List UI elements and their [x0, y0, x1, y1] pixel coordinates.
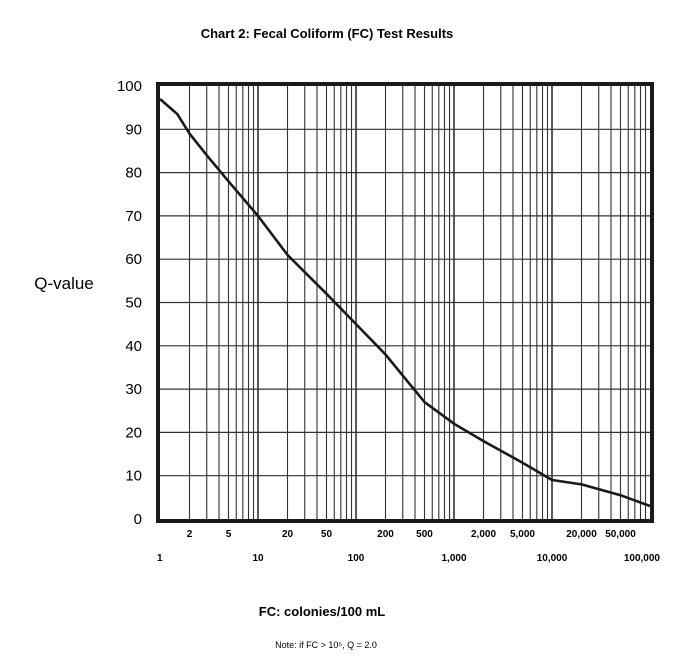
x-tick-label-major: 1	[157, 553, 163, 564]
chart-note: Note: if FC > 10⁵, Q = 2.0	[275, 640, 377, 650]
x-tick-label-minor: 200	[377, 529, 394, 540]
y-tick-label: 10	[125, 468, 142, 485]
y-axis-label: Q-value	[34, 274, 94, 293]
x-tick-labels: 2 5 20 50 200 500 2,000 5,000 20,000 50,000 1 10 100…	[157, 529, 660, 564]
x-tick-label-major: 10,000	[537, 553, 568, 564]
x-tick-label-major: 10	[252, 553, 264, 564]
y-tick-label: 50	[125, 295, 142, 312]
x-tick-label-minor: 20	[282, 529, 294, 540]
chart-title: Chart 2: Fecal Coliform (FC) Test Result…	[201, 26, 454, 41]
x-tick-label-major: 100	[348, 553, 365, 564]
x-tick-label-major: 1,000	[441, 553, 466, 564]
y-tick-label: 80	[125, 165, 142, 182]
x-tick-label-minor: 2	[187, 529, 193, 540]
x-tick-label-minor: 5	[226, 529, 232, 540]
x-tick-label-minor: 50,000	[605, 529, 636, 540]
y-tick-label: 60	[125, 251, 142, 268]
y-tick-labels: 0 10 20 30 40 50 60 70 80 90 100	[117, 78, 142, 528]
y-tick-label: 40	[125, 338, 142, 355]
x-tick-label-minor: 50	[321, 529, 333, 540]
x-axis-label: FC: colonies/100 mL	[259, 604, 385, 619]
grid-layer	[160, 86, 650, 519]
y-tick-label: 70	[125, 208, 142, 225]
y-tick-label: 90	[125, 121, 142, 138]
y-tick-label: 0	[134, 511, 142, 528]
x-tick-label-major: 100,000	[624, 553, 661, 564]
y-tick-label: 30	[125, 381, 142, 398]
y-tick-label: 100	[117, 78, 142, 95]
x-tick-label-minor: 500	[416, 529, 433, 540]
x-tick-label-minor: 2,000	[471, 529, 496, 540]
y-tick-label: 20	[125, 424, 142, 441]
x-tick-label-minor: 5,000	[510, 529, 535, 540]
x-tick-label-minor: 20,000	[566, 529, 597, 540]
